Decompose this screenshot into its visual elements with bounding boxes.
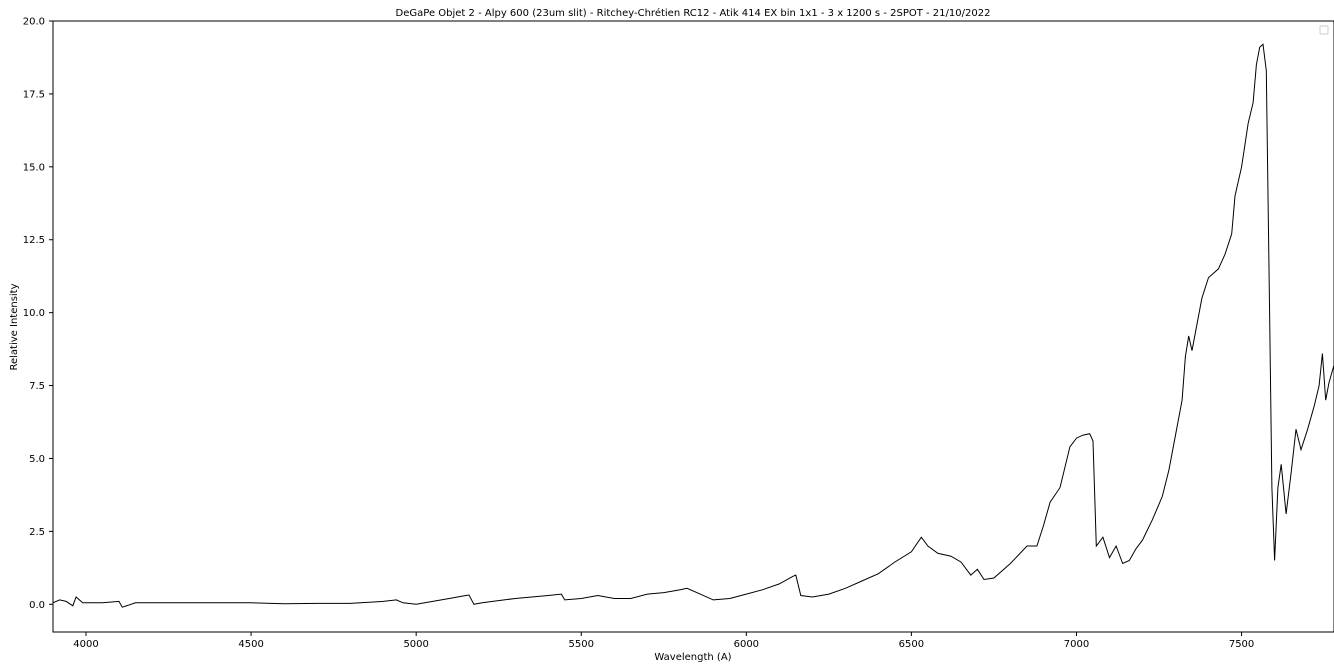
y-tick-label: 2.5 — [29, 527, 45, 538]
x-tick-label: 5500 — [569, 639, 594, 650]
y-tick-label: 20.0 — [23, 17, 45, 28]
x-axis-ticks: 4000 4500 5000 5500 6000 6500 7000 7500 — [73, 632, 1254, 650]
y-axis-label: Relative Intensity — [9, 283, 20, 370]
x-tick-label: 7000 — [1064, 639, 1089, 650]
series-line — [52, 43, 1334, 608]
y-tick-label: 12.5 — [23, 235, 45, 246]
plot-frame — [52, 20, 1334, 633]
y-tick-label: 17.5 — [23, 89, 45, 100]
y-tick-label: 0.0 — [29, 600, 45, 611]
y-tick-label: 15.0 — [23, 162, 45, 173]
y-tick-label: 5.0 — [29, 454, 45, 465]
y-axis-ticks: 0.0 2.5 5.0 7.5 10.0 12.5 15.0 17.5 20.0 — [23, 17, 53, 611]
x-tick-label: 7500 — [1229, 639, 1254, 650]
x-tick-label: 4000 — [73, 639, 98, 650]
x-tick-label: 4500 — [238, 639, 263, 650]
chart-title: DeGaPe Objet 2 - Alpy 600 (23um slit) - … — [396, 7, 991, 19]
y-tick-label: 10.0 — [23, 308, 45, 319]
legend-box — [1319, 25, 1329, 35]
x-tick-label: 6000 — [734, 639, 759, 650]
x-tick-label: 6500 — [899, 639, 924, 650]
x-axis-label: Wavelength (A) — [654, 652, 731, 663]
y-tick-label: 7.5 — [29, 381, 45, 392]
x-tick-label: 5000 — [403, 639, 428, 650]
